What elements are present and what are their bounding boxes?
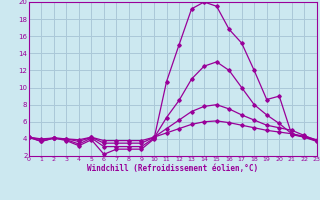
X-axis label: Windchill (Refroidissement éolien,°C): Windchill (Refroidissement éolien,°C) [87,164,258,173]
